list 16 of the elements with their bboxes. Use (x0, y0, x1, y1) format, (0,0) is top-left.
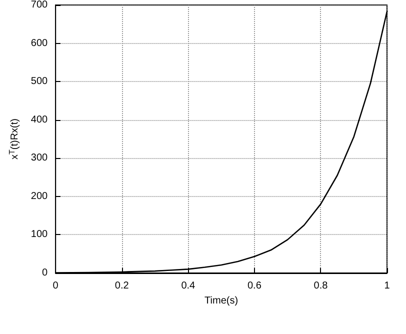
x-axis-title: Time(s) (204, 295, 238, 306)
y-tick-label: 100 (30, 229, 48, 240)
y-tick-label: 700 (30, 0, 48, 10)
x-tick-label: 0.2 (114, 280, 130, 292)
x-tick-label: 0 (52, 280, 59, 292)
y-tick-label: 500 (30, 76, 48, 88)
y-tick-label: 300 (30, 152, 48, 164)
y-tick-label: 400 (30, 114, 48, 126)
y-tick-label: 600 (30, 38, 48, 49)
y-tick-label: 0 (42, 268, 48, 278)
y-tick-label: 200 (30, 190, 48, 202)
x-tick-label: 0.6 (247, 280, 262, 292)
x-tick-label: 0.8 (314, 280, 328, 292)
x-tick-label: 0.4 (181, 280, 196, 292)
x-tick-label: 1 (384, 280, 390, 292)
y-axis-title: xT(t)Rx(t) (8, 118, 20, 160)
